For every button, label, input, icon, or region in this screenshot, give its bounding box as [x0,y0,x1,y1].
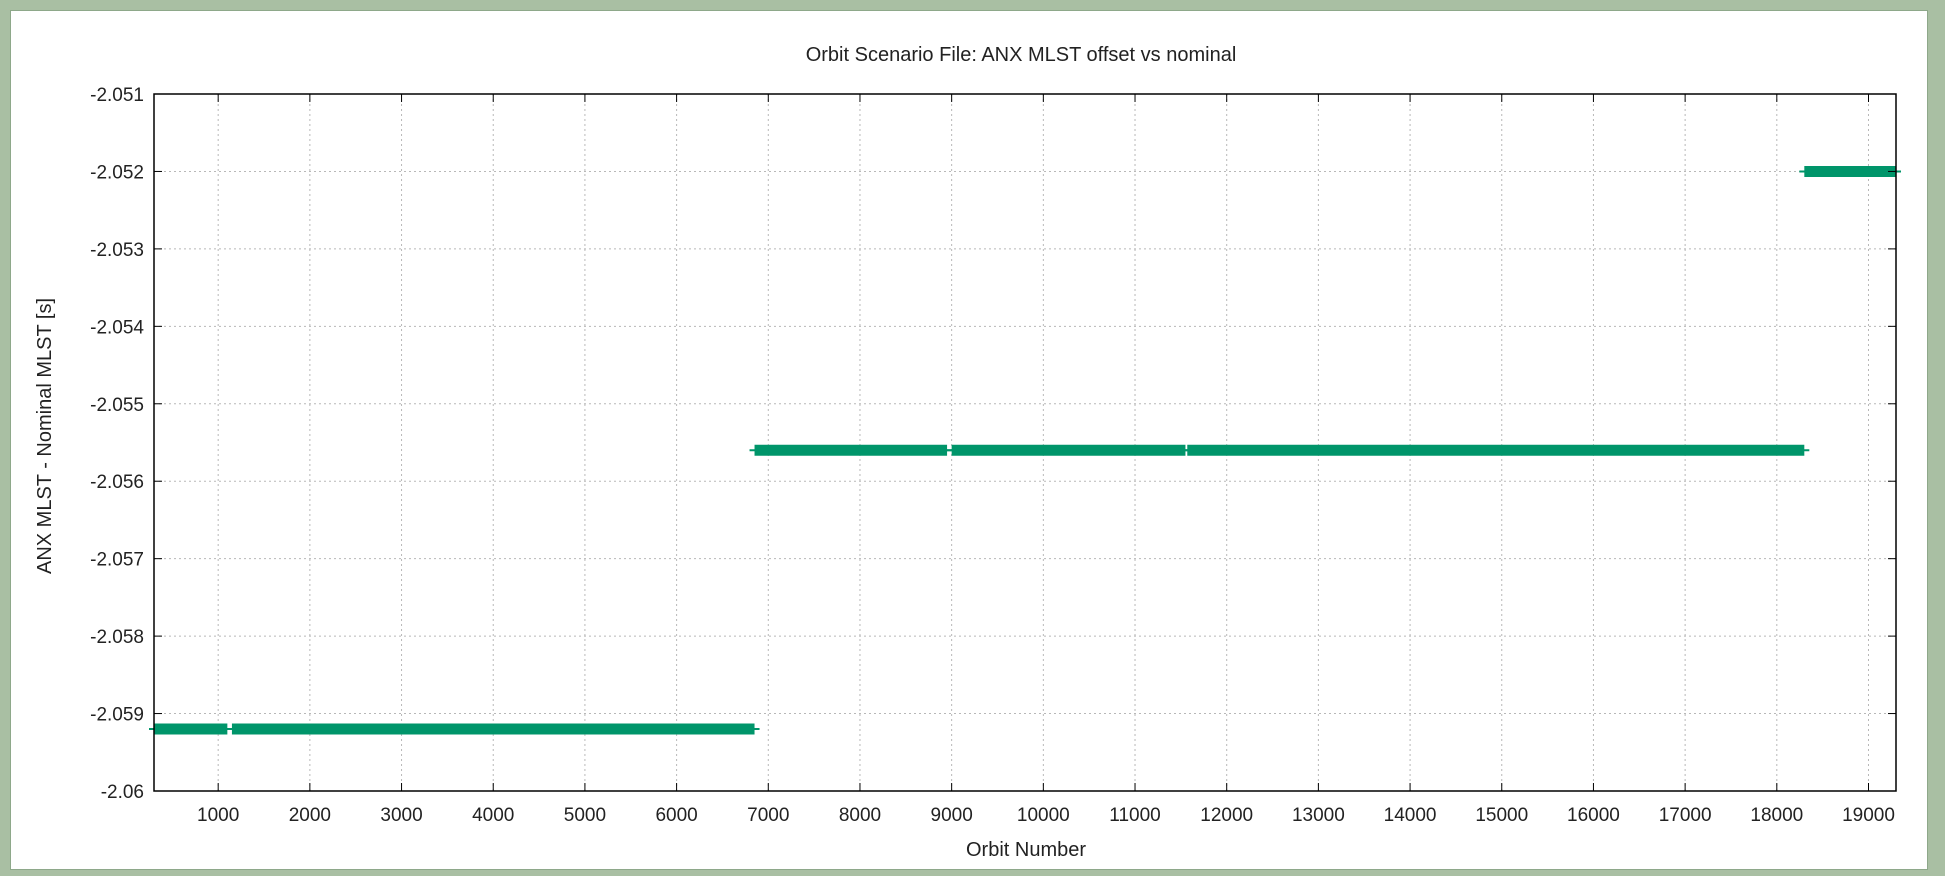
y-tick-label: -2.058 [90,627,144,648]
y-tick-label: -2.053 [90,240,144,261]
x-tick-label: 13000 [1292,805,1345,826]
chart-title: Orbit Scenario File: ANX MLST offset vs … [806,44,1237,66]
series-line [149,165,1901,735]
x-tick-label: 17000 [1659,805,1712,826]
x-tick-label: 5000 [564,805,606,826]
y-tick-label: -2.052 [90,162,144,183]
plot-border [153,93,1897,792]
x-tick-label: 14000 [1384,805,1437,826]
x-tick-label: 10000 [1017,805,1070,826]
y-tick-label: -2.059 [90,705,144,726]
y-tick-label: -2.056 [90,472,144,493]
chart-frame: Orbit Scenario File: ANX MLST offset vs … [10,10,1928,870]
x-tick-label: 1000 [197,805,239,826]
x-tick-label: 15000 [1475,805,1528,826]
tick-labels: 1000 2000 3000 4000 5000 6000 7000 8000 9000 1000… [90,85,1895,826]
y-tick-label: -2.055 [90,395,144,416]
x-tick-label: 9000 [931,805,973,826]
x-tick-label: 12000 [1200,805,1253,826]
y-tick-label: -2.06 [101,782,144,803]
y-tick-label: -2.051 [90,85,144,106]
x-tick-label: 6000 [655,805,697,826]
y-tick-label: -2.054 [90,317,144,338]
x-tick-label: 16000 [1567,805,1620,826]
x-tick-label: 7000 [747,805,789,826]
x-tick-label: 18000 [1750,805,1803,826]
axes [153,93,1897,792]
y-axis-label: ANX MLST - Nominal MLST [s] [34,298,56,574]
x-tick-label: 19000 [1842,805,1895,826]
x-tick-label: 4000 [472,805,514,826]
x-tick-label: 8000 [839,805,881,826]
grid [154,93,1896,792]
chart-svg: Orbit Scenario File: ANX MLST offset vs … [34,44,1901,861]
x-tick-label: 11000 [1109,805,1160,826]
x-tick-label: 3000 [380,805,422,826]
y-tick-label: -2.057 [90,550,144,571]
x-tick-label: 2000 [289,805,331,826]
x-axis-label: Orbit Number [966,839,1086,861]
